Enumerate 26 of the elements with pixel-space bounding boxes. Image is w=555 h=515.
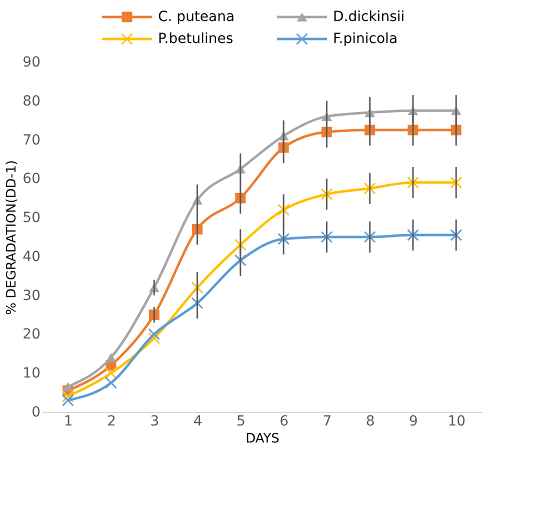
x-axis-title: DAYS	[246, 432, 280, 446]
y-tick-label: 50	[22, 210, 40, 226]
y-tick-label: 20	[22, 326, 40, 343]
x-tick-label: 9	[409, 414, 418, 430]
x-tick-label: 10	[448, 414, 466, 430]
x-tick-label: 4	[193, 414, 202, 430]
y-tick-label: 60	[22, 171, 40, 188]
legend-label: C. puteana	[158, 9, 235, 25]
x-tick-label: 5	[236, 414, 246, 430]
x-tick-label: 3	[150, 414, 160, 430]
x-tick-label: 7	[322, 414, 332, 430]
x-tick-label: 2	[107, 414, 116, 430]
y-tick-label: 90	[22, 54, 40, 70]
x-tick-label: 8	[366, 414, 375, 430]
legend-label: F.pinicola	[333, 31, 398, 47]
y-tick-label: 10	[22, 366, 40, 382]
y-tick-label: 80	[22, 93, 40, 110]
legend-label: D.dickinsii	[333, 9, 405, 25]
y-tick-label: 70	[22, 132, 40, 148]
x-tick-label: 6	[280, 414, 289, 430]
y-tick-label: 30	[22, 288, 40, 304]
legend-label: P.betulines	[158, 31, 234, 47]
y-axis-title: % DEGRADATION(DD-1)	[4, 160, 20, 315]
x-tick-label: 1	[64, 414, 73, 430]
y-tick-label: 40	[22, 248, 40, 265]
y-tick-label: 0	[32, 404, 40, 420]
